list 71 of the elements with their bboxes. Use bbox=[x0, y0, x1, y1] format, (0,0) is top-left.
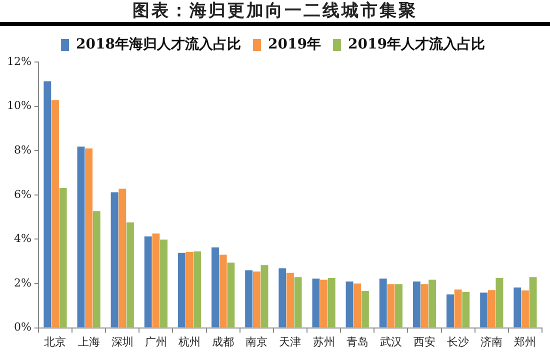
x-tick-label: 郑州 bbox=[514, 335, 536, 348]
bar bbox=[286, 272, 294, 328]
bar bbox=[514, 287, 522, 328]
legend-label: 2018年海归人才流入占比 bbox=[76, 36, 242, 53]
bar bbox=[59, 188, 67, 328]
bar bbox=[152, 233, 160, 328]
bar bbox=[252, 272, 260, 328]
y-tick-label: 12% bbox=[6, 54, 32, 68]
bar bbox=[194, 251, 202, 328]
bar bbox=[144, 236, 152, 328]
bar bbox=[118, 188, 126, 328]
bar bbox=[219, 254, 227, 328]
bar bbox=[428, 280, 436, 328]
x-tick-label: 北京 bbox=[44, 335, 66, 348]
legend-label: 2019年人才流入占比 bbox=[348, 36, 485, 53]
x-tick-label: 长沙 bbox=[447, 335, 470, 348]
y-tick-label: 0% bbox=[14, 320, 32, 334]
x-tick-label: 上海 bbox=[78, 335, 100, 348]
bar bbox=[77, 146, 85, 328]
bar bbox=[178, 252, 186, 328]
bar bbox=[294, 277, 302, 328]
bar bbox=[488, 290, 496, 328]
chart-title: 图表：海归更加向一二线城市集聚 bbox=[0, 0, 550, 26]
y-tick-label: 2% bbox=[14, 276, 32, 290]
x-tick-label: 武汉 bbox=[380, 335, 402, 348]
bar bbox=[354, 284, 362, 328]
bar bbox=[52, 100, 59, 328]
x-tick-label: 深圳 bbox=[111, 335, 134, 348]
x-tick-label: 西安 bbox=[414, 335, 436, 348]
bar bbox=[160, 240, 168, 328]
bar bbox=[480, 292, 488, 328]
bar bbox=[312, 278, 320, 328]
legend-label: 2019年 bbox=[268, 36, 321, 53]
bar bbox=[346, 282, 354, 328]
x-tick-label: 成都 bbox=[212, 335, 234, 348]
bar bbox=[529, 277, 537, 328]
bar bbox=[379, 278, 387, 328]
bar bbox=[387, 284, 395, 328]
bar bbox=[521, 290, 529, 328]
x-tick-label: 南京 bbox=[246, 335, 268, 348]
bar bbox=[85, 148, 93, 328]
bar bbox=[462, 292, 470, 328]
bar bbox=[245, 270, 253, 328]
bar bbox=[320, 280, 328, 328]
bar bbox=[44, 81, 52, 328]
y-tick-label: 8% bbox=[14, 143, 32, 156]
bar bbox=[212, 247, 219, 328]
bar bbox=[260, 265, 268, 328]
bar bbox=[496, 278, 504, 328]
bar bbox=[361, 291, 369, 328]
bar bbox=[278, 268, 286, 328]
x-tick-label: 苏州 bbox=[312, 335, 335, 348]
bar bbox=[328, 278, 336, 328]
bar bbox=[412, 282, 420, 328]
x-tick-label: 广州 bbox=[144, 335, 167, 348]
x-tick-label: 青岛 bbox=[346, 335, 368, 348]
y-tick-label: 4% bbox=[14, 232, 32, 246]
bar bbox=[110, 192, 118, 328]
bar bbox=[420, 284, 428, 328]
x-tick-label: 济南 bbox=[480, 335, 503, 348]
x-tick-label: 杭州 bbox=[178, 335, 201, 348]
bar bbox=[454, 289, 462, 328]
bar bbox=[227, 262, 235, 328]
bar bbox=[186, 252, 194, 328]
x-tick-label: 天津 bbox=[279, 335, 302, 348]
bar bbox=[395, 284, 402, 328]
bar bbox=[446, 294, 454, 328]
y-tick-label: 10% bbox=[6, 99, 32, 112]
bar bbox=[126, 222, 134, 328]
y-tick-label: 6% bbox=[14, 188, 32, 201]
bar bbox=[92, 211, 100, 328]
